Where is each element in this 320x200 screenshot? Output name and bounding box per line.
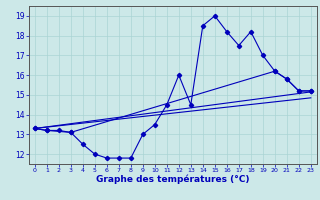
X-axis label: Graphe des températures (°C): Graphe des températures (°C) (96, 175, 250, 184)
